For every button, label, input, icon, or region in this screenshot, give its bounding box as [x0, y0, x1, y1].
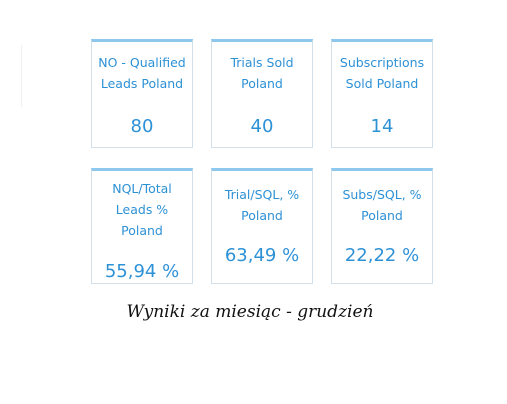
kpi-label: Trial/SQL, % Poland [214, 184, 310, 226]
kpi-label-line: NO - Qualified [98, 55, 186, 70]
kpi-tile-subscriptions-sold: Subscriptions Sold Poland 14 [331, 39, 433, 148]
kpi-tile-trials-sold: Trials Sold Poland 40 [211, 39, 313, 148]
kpi-label: Trials Sold Poland [214, 52, 310, 94]
kpi-tile-subs-sql: Subs/SQL, % Poland 22,22 % [331, 168, 433, 284]
kpi-value: 80 [130, 116, 154, 137]
kpi-value: 14 [370, 116, 394, 137]
kpi-value: 22,22 % [344, 245, 420, 266]
kpi-label-line: Subs/SQL, % [342, 187, 422, 202]
kpi-label-line: Poland [241, 76, 283, 91]
kpi-label-line: NQL/Total [112, 181, 172, 196]
kpi-label-line: Leads % [115, 202, 169, 217]
kpi-label-line: Poland [121, 223, 163, 238]
kpi-label-line: Subscriptions [339, 55, 425, 70]
kpi-label: Subs/SQL, % Poland [334, 184, 430, 226]
kpi-label-line: Poland [361, 208, 403, 223]
kpi-label: NQL/Total Leads % Poland [94, 178, 190, 241]
kpi-value: 55,94 % [104, 261, 180, 282]
kpi-value: 40 [250, 116, 274, 137]
kpi-label: Subscriptions Sold Poland [334, 52, 430, 94]
kpi-label-line: Trial/SQL, % [224, 187, 300, 202]
kpi-tile-qualified-leads: NO - Qualified Leads Poland 80 [91, 39, 193, 148]
kpi-tile-nql-total-leads: NQL/Total Leads % Poland 55,94 % [91, 168, 193, 284]
month-caption: Wyniki za miesiąc - grudzień [126, 302, 374, 322]
kpi-label: NO - Qualified Leads Poland [94, 52, 190, 94]
kpi-tile-trial-sql: Trial/SQL, % Poland 63,49 % [211, 168, 313, 284]
kpi-label-line: Trials Sold [230, 55, 294, 70]
kpi-label-line: Leads Poland [100, 76, 184, 91]
kpi-label-line: Sold Poland [345, 76, 419, 91]
left-divider [21, 45, 22, 107]
kpi-label-line: Poland [241, 208, 283, 223]
kpi-value: 63,49 % [224, 245, 300, 266]
